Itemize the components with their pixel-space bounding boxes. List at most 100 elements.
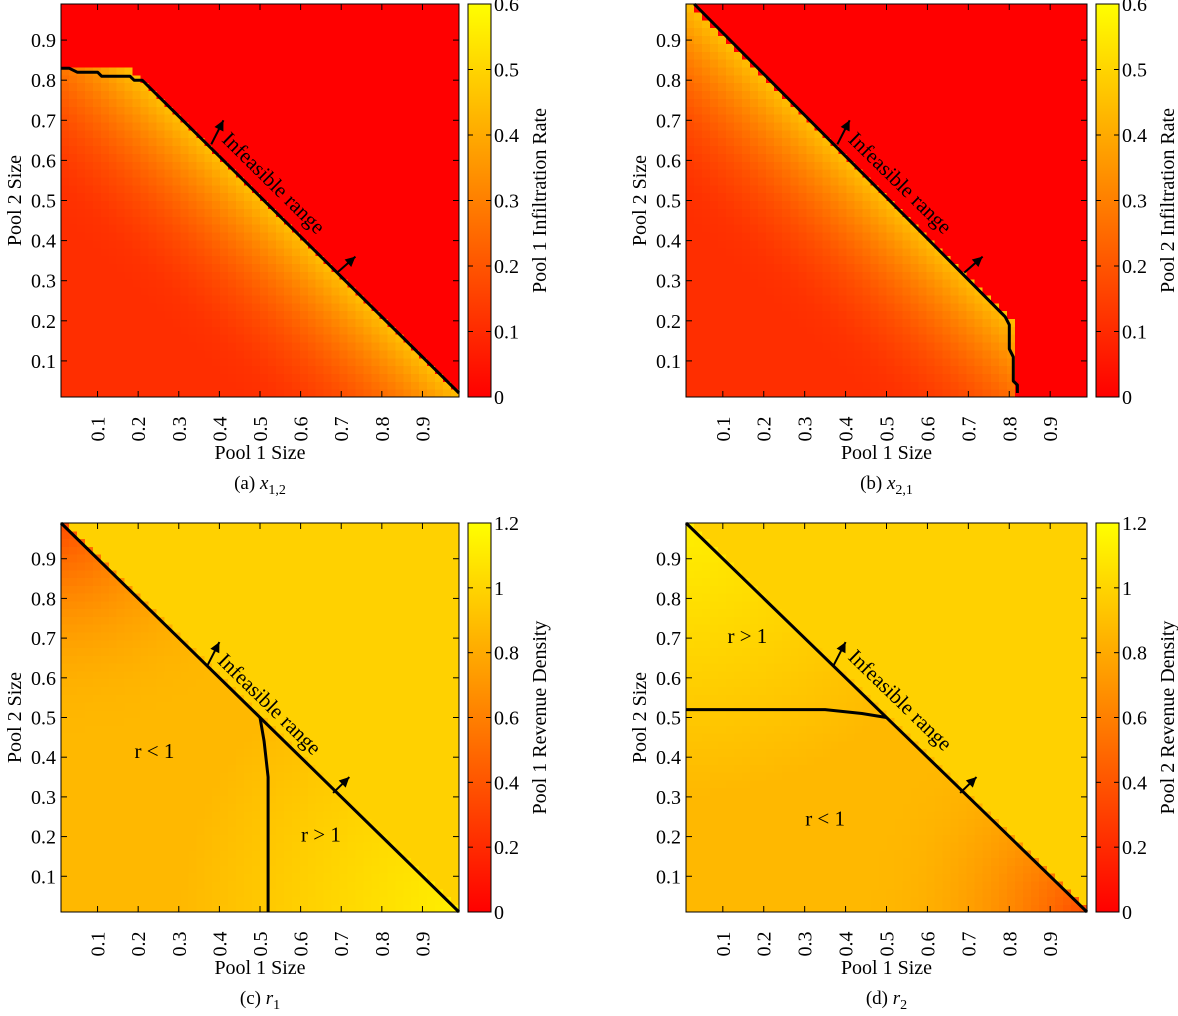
- heatmap-cell: [395, 192, 404, 202]
- heatmap-cell: [942, 4, 952, 13]
- heatmap-cell: [427, 121, 436, 131]
- heatmap-cell: [758, 341, 767, 351]
- heatmap-cell: [814, 11, 823, 21]
- colorbar-tick-label: 0.6: [494, 0, 519, 16]
- heatmap-cell: [910, 247, 920, 257]
- heatmap-cell: [339, 153, 349, 162]
- heatmap-cell: [1054, 145, 1064, 154]
- heatmap-cell: [982, 35, 992, 44]
- heatmap-cell: [172, 326, 181, 335]
- heatmap-cell: [846, 224, 856, 233]
- heatmap-cell: [196, 35, 205, 44]
- heatmap-cell: [275, 51, 285, 60]
- heatmap-cell: [934, 169, 944, 178]
- heatmap-cell: [116, 137, 126, 147]
- heatmap-cell: [726, 279, 735, 288]
- heatmap-cell: [902, 279, 912, 288]
- x-tick-label: 0.5: [250, 417, 272, 442]
- heatmap-cell: [267, 239, 277, 249]
- heatmap-cell: [774, 357, 783, 367]
- heatmap-cell: [726, 153, 735, 162]
- heatmap-cell: [758, 98, 767, 107]
- heatmap-cell: [1054, 4, 1064, 13]
- heatmap-cell: [1030, 208, 1040, 217]
- heatmap-cell: [228, 176, 237, 186]
- heatmap-cell: [180, 200, 189, 209]
- heatmap-cell: [902, 90, 912, 99]
- heatmap-cell: [403, 145, 412, 154]
- heatmap-cell: [910, 255, 920, 264]
- heatmap-cell: [1030, 74, 1040, 84]
- heatmap-cell: [854, 224, 864, 233]
- heatmap-cell: [726, 51, 735, 60]
- heatmap-cell: [990, 137, 1000, 147]
- heatmap-cell: [252, 43, 261, 52]
- heatmap-cell: [371, 121, 380, 131]
- heatmap-cell: [196, 373, 205, 382]
- heatmap-cell: [758, 263, 767, 272]
- heatmap-cell: [180, 247, 189, 257]
- heatmap-cell: [331, 114, 341, 123]
- heatmap-cell: [387, 169, 396, 178]
- heatmap-cell: [331, 326, 341, 335]
- heatmap-cell: [140, 341, 150, 351]
- heatmap-cell: [798, 19, 807, 29]
- heatmap-cell: [291, 90, 301, 99]
- heatmap-cell: [435, 153, 444, 162]
- heatmap-cell: [92, 357, 102, 367]
- heatmap-cell: [315, 279, 325, 288]
- heatmap-cell: [427, 381, 436, 390]
- heatmap-cell: [148, 255, 158, 264]
- heatmap-cell: [1062, 200, 1072, 209]
- heatmap-cell: [252, 4, 261, 13]
- heatmap-cell: [766, 216, 775, 225]
- heatmap-cell: [734, 231, 743, 241]
- heatmap-cell: [188, 66, 197, 76]
- heatmap-cell: [68, 326, 78, 335]
- heatmap-cell: [686, 224, 695, 233]
- heatmap-cell: [387, 19, 396, 29]
- heatmap-cell: [814, 176, 823, 186]
- heatmap-cell: [846, 239, 856, 249]
- heatmap-cell: [84, 334, 94, 343]
- heatmap-cell: [92, 318, 102, 327]
- heatmap-cell: [363, 66, 373, 76]
- heatmap-cell: [252, 231, 261, 241]
- heatmap-cell: [990, 153, 1000, 162]
- heatmap-cell: [950, 200, 960, 209]
- heatmap-cell: [686, 192, 695, 202]
- heatmap-cell: [387, 318, 396, 327]
- y-tick-label: 0.3: [31, 271, 56, 293]
- heatmap-cell: [164, 82, 174, 92]
- heatmap-cell: [862, 153, 872, 162]
- heatmap-cell: [966, 145, 976, 154]
- heatmap-cell: [894, 341, 904, 351]
- heatmap-cell: [774, 192, 783, 202]
- heatmap-cell: [1014, 11, 1024, 21]
- heatmap-cell: [1062, 263, 1072, 272]
- heatmap-cell: [838, 137, 847, 147]
- heatmap-cell: [172, 263, 181, 272]
- heatmap-cell: [355, 153, 365, 162]
- heatmap-cell: [220, 98, 229, 107]
- heatmap-cell: [140, 43, 150, 52]
- heatmap-cell: [1014, 192, 1024, 202]
- heatmap-cell: [918, 310, 928, 319]
- heatmap-cell: [694, 318, 703, 327]
- heatmap-cell: [926, 216, 936, 225]
- heatmap-cell: [68, 263, 78, 272]
- heatmap-cell: [1022, 82, 1032, 92]
- heatmap-cell: [974, 357, 984, 367]
- heatmap-cell: [68, 255, 78, 264]
- heatmap-cell: [180, 98, 189, 107]
- heatmap-cell: [387, 286, 396, 296]
- heatmap-cell: [718, 231, 727, 241]
- heatmap-cell: [838, 82, 847, 92]
- heatmap-cell: [291, 349, 301, 359]
- heatmap-cell: [283, 247, 293, 257]
- heatmap-cell: [92, 114, 102, 123]
- heatmap-cell: [92, 129, 102, 139]
- heatmap-cell: [371, 74, 380, 84]
- heatmap-cell: [315, 98, 325, 107]
- heatmap-cell: [942, 19, 952, 29]
